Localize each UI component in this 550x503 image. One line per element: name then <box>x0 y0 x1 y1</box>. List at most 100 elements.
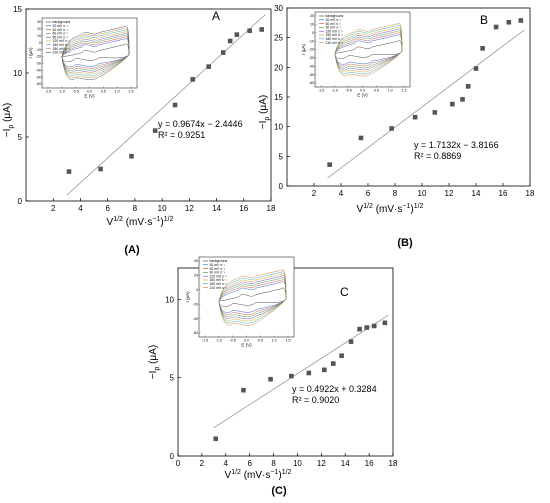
x-tick-label: 6 <box>247 459 252 468</box>
panel-caption: (B) <box>397 237 413 249</box>
inset-cv-curve <box>334 23 403 77</box>
inset-y-tick-label: 40 <box>194 259 198 263</box>
inset-cv-curve <box>61 25 130 80</box>
panel-letter: B <box>480 13 488 27</box>
x-axis-x-sup: 1/2 <box>363 203 373 210</box>
y-axis-main: −I <box>258 121 269 130</box>
inset-y-tick-label: -40 <box>309 64 314 68</box>
y-tick-label: 15 <box>13 5 22 14</box>
inset-x-tick-label: -1.5 <box>318 89 324 93</box>
data-point <box>129 153 134 159</box>
inset-legend-label: 120 mV s⁻¹ <box>53 39 71 43</box>
panel-b: 2 4 6 8 10 12 14 16 18 0 5 10 15 20 25 30 By = 1.7132x −… <box>258 4 535 249</box>
x-axis-x-main: V <box>107 217 114 228</box>
x-axis-x-close-sup: 1/2 <box>414 203 424 210</box>
y-axis-label: −Ip (μA) <box>258 95 271 129</box>
inset-x-label: E (V) <box>241 343 252 348</box>
x-axis-x-close: ) <box>160 217 163 228</box>
x-tick-label: 10 <box>418 189 427 198</box>
panel-letter: C <box>340 285 349 299</box>
data-point <box>247 28 252 34</box>
inset-legend-label: 20 mV s⁻¹ <box>53 24 69 28</box>
data-point <box>172 102 178 108</box>
fit-equation: y = 0.9674x − 2.4446 <box>158 119 243 129</box>
data-point <box>493 24 499 30</box>
r-squared: R² = 0.9020 <box>292 395 339 405</box>
data-point <box>389 126 394 131</box>
inset-y-tick-label: -40 <box>193 317 198 321</box>
y-axis-sub: p <box>264 117 271 121</box>
inset-x-tick-label: 0.0 <box>244 339 249 343</box>
inset-y-tick-label: -30 <box>36 62 41 66</box>
inset-x-tick-label: 0.5 <box>101 90 106 94</box>
x-tick-label: 2 <box>200 459 205 468</box>
fit-line <box>213 314 389 429</box>
y-axis-label: −Ip (μA) <box>2 103 15 137</box>
x-tick-label: 8 <box>133 204 138 213</box>
y-tick-label: 15 <box>274 93 283 102</box>
inset-legend-label: 150 mV s⁻¹ <box>53 43 71 47</box>
inset-frame <box>198 256 295 338</box>
inset-x-tick-label: 1.5 <box>286 339 291 343</box>
x-axis-x-close: ) <box>410 204 413 215</box>
x-tick-label: 4 <box>78 204 83 213</box>
panel-c: 0 2 4 6 8 10 12 14 16 18 0 5 10 Cy = 0.4922x + 0.3284… <box>148 256 398 497</box>
inset-x-tick-label: -0.5 <box>346 89 352 93</box>
data-point <box>358 135 364 141</box>
data-point <box>322 367 327 373</box>
x-axis-x-main: V <box>357 204 364 215</box>
data-point <box>66 169 72 174</box>
inset-y-tick-label: 0 <box>196 288 198 292</box>
panel-caption: (C) <box>271 485 287 497</box>
data-point <box>289 373 294 379</box>
inset-legend-label: 90 mV s⁻¹ <box>326 26 342 30</box>
data-point <box>465 84 471 89</box>
data-point <box>152 128 158 133</box>
data-point <box>432 110 438 115</box>
x-tick-label: 6 <box>366 189 371 198</box>
y-axis-unit: (μA) <box>148 345 159 367</box>
y-axis-sub: p <box>154 367 161 371</box>
inset-legend-label: 20 mV s⁻¹ <box>326 18 342 22</box>
inset-legend-label: 90 mV s⁻¹ <box>53 35 69 39</box>
data-point <box>473 66 479 71</box>
x-tick-label: 4 <box>224 459 229 468</box>
x-tick-label: 16 <box>239 204 248 213</box>
x-tick-label: 12 <box>185 204 194 213</box>
data-point <box>327 162 332 167</box>
x-tick-label: 12 <box>445 189 454 198</box>
inset-legend-label: 210 mV s⁻¹ <box>326 41 344 45</box>
x-axis-label: V1/2 (mV·s−1)1/2 <box>225 469 292 481</box>
x-axis-x-unit-sup: −1 <box>152 216 160 223</box>
inset-y-tick-label: -40 <box>36 68 41 72</box>
fit-line <box>66 14 266 196</box>
inset-x-tick-label: 1.0 <box>272 339 277 343</box>
y-axis-main: −I <box>148 371 159 380</box>
data-point <box>98 166 103 172</box>
data-point <box>241 387 246 393</box>
y-tick-label: 10 <box>274 123 283 132</box>
data-point <box>330 361 336 366</box>
x-tick-label: 12 <box>317 459 326 468</box>
inset-x-tick-label: -1.0 <box>216 339 222 343</box>
x-axis-x-unit-sup: −1 <box>402 203 410 210</box>
data-point <box>412 114 418 120</box>
inset-cv-curve <box>218 269 287 326</box>
x-tick-label: 16 <box>365 459 374 468</box>
x-tick-label: 8 <box>393 189 398 198</box>
panel-caption: (A) <box>124 244 140 256</box>
x-tick-label: 18 <box>267 204 276 213</box>
x-axis-x-main: V <box>225 470 232 481</box>
inset-y-tick-label: -10 <box>309 39 314 43</box>
inset-cv-plot: -1.5 -1.0 -0.5 0.0 0.5 1.0 1.5 30 20 10 0 -10 -20 -30… <box>28 17 138 99</box>
y-tick-label: 10 <box>165 295 174 304</box>
y-tick-label: 5 <box>279 152 284 161</box>
inset-legend-label: 150 mV s⁻¹ <box>326 33 344 37</box>
x-tick-label: 2 <box>51 204 56 213</box>
inset-cv-plot: -1.5 -1.0 -0.5 0.0 0.5 1.0 1.5 40 20 0 -20 -40 -60 E … <box>185 256 295 348</box>
r-squared: R² = 0.9251 <box>158 130 205 140</box>
inset-legend-label: 210 mV s⁻¹ <box>53 51 71 55</box>
y-tick-label: 0 <box>170 452 175 461</box>
